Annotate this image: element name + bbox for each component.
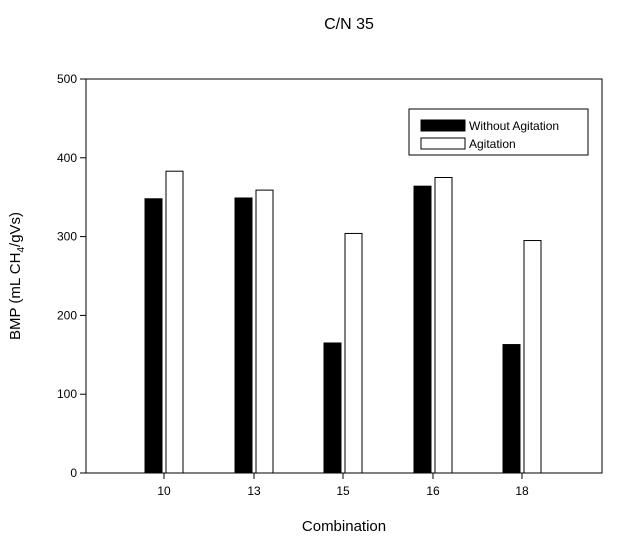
y-axis-label-main: BMP (mL CH <box>7 253 24 341</box>
y-tick-label: 400 <box>57 151 77 165</box>
bar-without-agitation <box>144 198 163 474</box>
y-axis-label-subscript: 4 <box>16 247 27 253</box>
x-tick-label: 16 <box>426 484 440 498</box>
y-tick-label: 300 <box>57 230 77 244</box>
x-axis-label: Combination <box>302 518 386 535</box>
bar-agitation <box>255 189 274 474</box>
bar-without-agitation <box>234 197 253 474</box>
y-tick-label: 200 <box>57 308 77 322</box>
y-tick-label: 100 <box>57 387 77 401</box>
y-axis-ticks: 0 100 200 300 400 500 <box>57 72 86 480</box>
y-tick-label: 500 <box>57 72 77 86</box>
bar-agitation <box>434 177 453 474</box>
y-axis-label-rest: /gVs) <box>7 212 24 247</box>
x-tick-label: 13 <box>247 484 261 498</box>
chart-title: C/N 35 <box>324 16 374 33</box>
x-axis-ticks: 10 13 15 16 18 <box>157 473 529 498</box>
x-tick-label: 15 <box>336 484 350 498</box>
legend: Without Agitation Agitation <box>408 108 589 156</box>
bar-without-agitation <box>413 185 432 474</box>
plot-frame <box>85 78 603 474</box>
bar-without-agitation <box>323 342 342 474</box>
y-tick-label: 0 <box>70 466 77 480</box>
legend-label-agitation: Agitation <box>469 137 516 151</box>
bar-agitation <box>523 240 542 474</box>
plot-area <box>85 78 603 474</box>
bar-agitation <box>344 232 363 474</box>
x-tick-label: 10 <box>157 484 171 498</box>
x-tick-label: 18 <box>515 484 529 498</box>
y-axis-label: BMP (mL CH4/gVs) <box>7 212 27 340</box>
legend-swatch-without-agitation <box>420 119 466 132</box>
bar-agitation <box>165 170 184 474</box>
bars-group <box>144 170 542 474</box>
legend-label-without-agitation: Without Agitation <box>469 119 559 133</box>
legend-swatch-agitation <box>420 137 466 150</box>
bar-without-agitation <box>502 344 521 474</box>
